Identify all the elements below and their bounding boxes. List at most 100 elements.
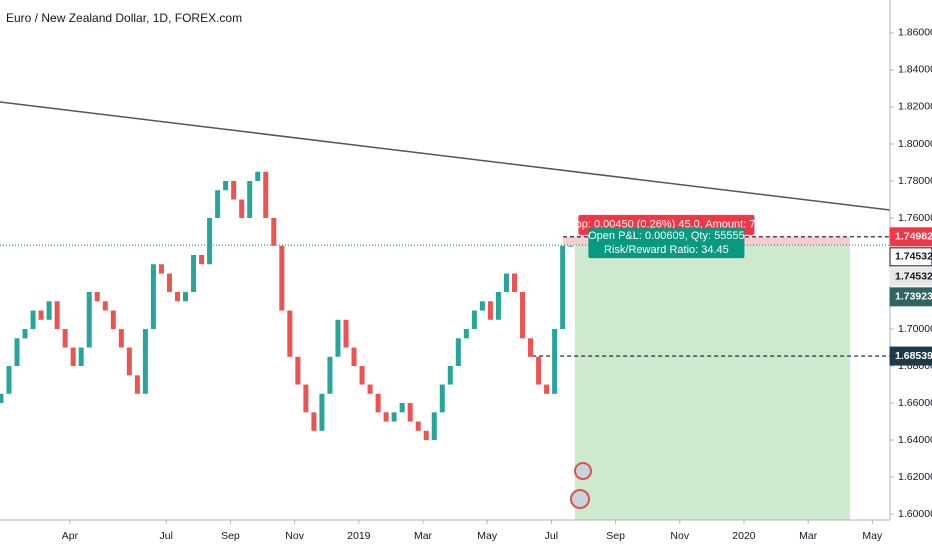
candle [503,273,509,293]
candle [391,412,397,422]
x-tick-label: Jul [545,530,558,542]
x-tick-label: 2020 [732,530,756,542]
y-tick-label: 1.86000 [898,27,932,39]
candle [303,384,309,413]
candle [528,338,534,357]
stop-label: Stop: 0.00450 (0.26%) 45.0, Amount: 750 [565,219,767,231]
y-tick-label: 1.76000 [898,212,932,224]
candle [319,393,325,431]
candle [118,329,124,348]
candle [495,292,501,320]
y-tick-label: 1.60000 [898,508,932,520]
x-tick-label: Sep [221,530,240,542]
candle [14,338,20,367]
target-zone [574,245,850,520]
candle [223,180,229,191]
candle [375,393,381,413]
candle [568,245,574,247]
candle [544,384,550,394]
candle [239,199,245,218]
candle [447,366,453,385]
candle [199,255,205,265]
candle [367,384,373,394]
x-tick-label: Nov [285,530,304,542]
event-icons[interactable] [570,462,592,509]
candle [0,393,4,404]
price-label-box [889,247,932,267]
y-tick-label: 1.66000 [898,397,932,409]
candle [86,292,92,348]
candle [247,180,253,218]
candle [30,310,36,330]
candle [463,329,469,339]
trendline [0,101,890,211]
candle [183,292,189,302]
candle [431,412,437,441]
candle [134,375,140,394]
candle [536,356,542,385]
candle [287,310,293,357]
y-tick-label: 1.70000 [898,323,932,335]
candle [351,347,357,367]
candle [407,403,413,422]
candle [359,366,365,385]
price-label-box [889,346,932,366]
candle [174,292,180,302]
candle [166,273,172,293]
candle [295,356,301,385]
x-tick-label: 2019 [347,530,371,542]
y-tick-label: 1.82000 [898,101,932,113]
candle [191,255,197,293]
y-tick-label: 1.64000 [898,434,932,446]
x-tick-label: Nov [670,530,689,542]
candle [311,412,317,431]
y-tick-label: 1.62000 [898,471,932,483]
candle [126,347,132,376]
candle [46,301,52,320]
price-label-box [889,227,932,247]
candle [78,347,84,367]
candle [471,310,477,330]
candle [158,264,164,274]
x-tick-label: May [477,530,498,542]
x-tick-label: Mar [799,530,818,542]
candle [102,301,108,311]
candle [231,180,237,200]
candle [22,329,28,339]
candle [207,217,213,265]
candle [6,366,12,394]
candle [215,190,221,218]
price-label-box [889,267,932,287]
pnl-label-box [588,228,745,259]
candle [415,421,421,431]
pnl-label: Open P&L: 0.00609, Qty: 55555 [588,230,745,242]
candle [255,171,261,181]
price-label: 1.74532 [895,271,932,283]
price-label: 1.73923 [895,291,932,303]
candle [439,384,445,413]
candle [70,347,76,367]
candle [487,301,493,320]
chart-title: Euro / New Zealand Dollar, 1D, FOREX.com [6,11,242,25]
x-tick-label: May [862,530,883,542]
y-tick-label: 1.80000 [898,138,932,150]
candle [479,301,485,311]
candle [511,273,517,293]
price-label: 1.74982 [895,231,932,243]
x-tick-label: Mar [414,530,433,542]
candle [62,329,68,348]
price-label: 1.68539 [895,350,932,362]
candle [142,329,148,394]
candle [279,245,285,311]
candle [560,245,566,330]
candle [327,356,333,394]
candle [552,329,558,394]
candle [343,319,349,348]
candle [110,310,116,330]
candle [54,301,60,330]
candle [455,338,461,367]
candle [263,171,269,218]
candle [423,430,429,441]
candle [399,403,405,413]
